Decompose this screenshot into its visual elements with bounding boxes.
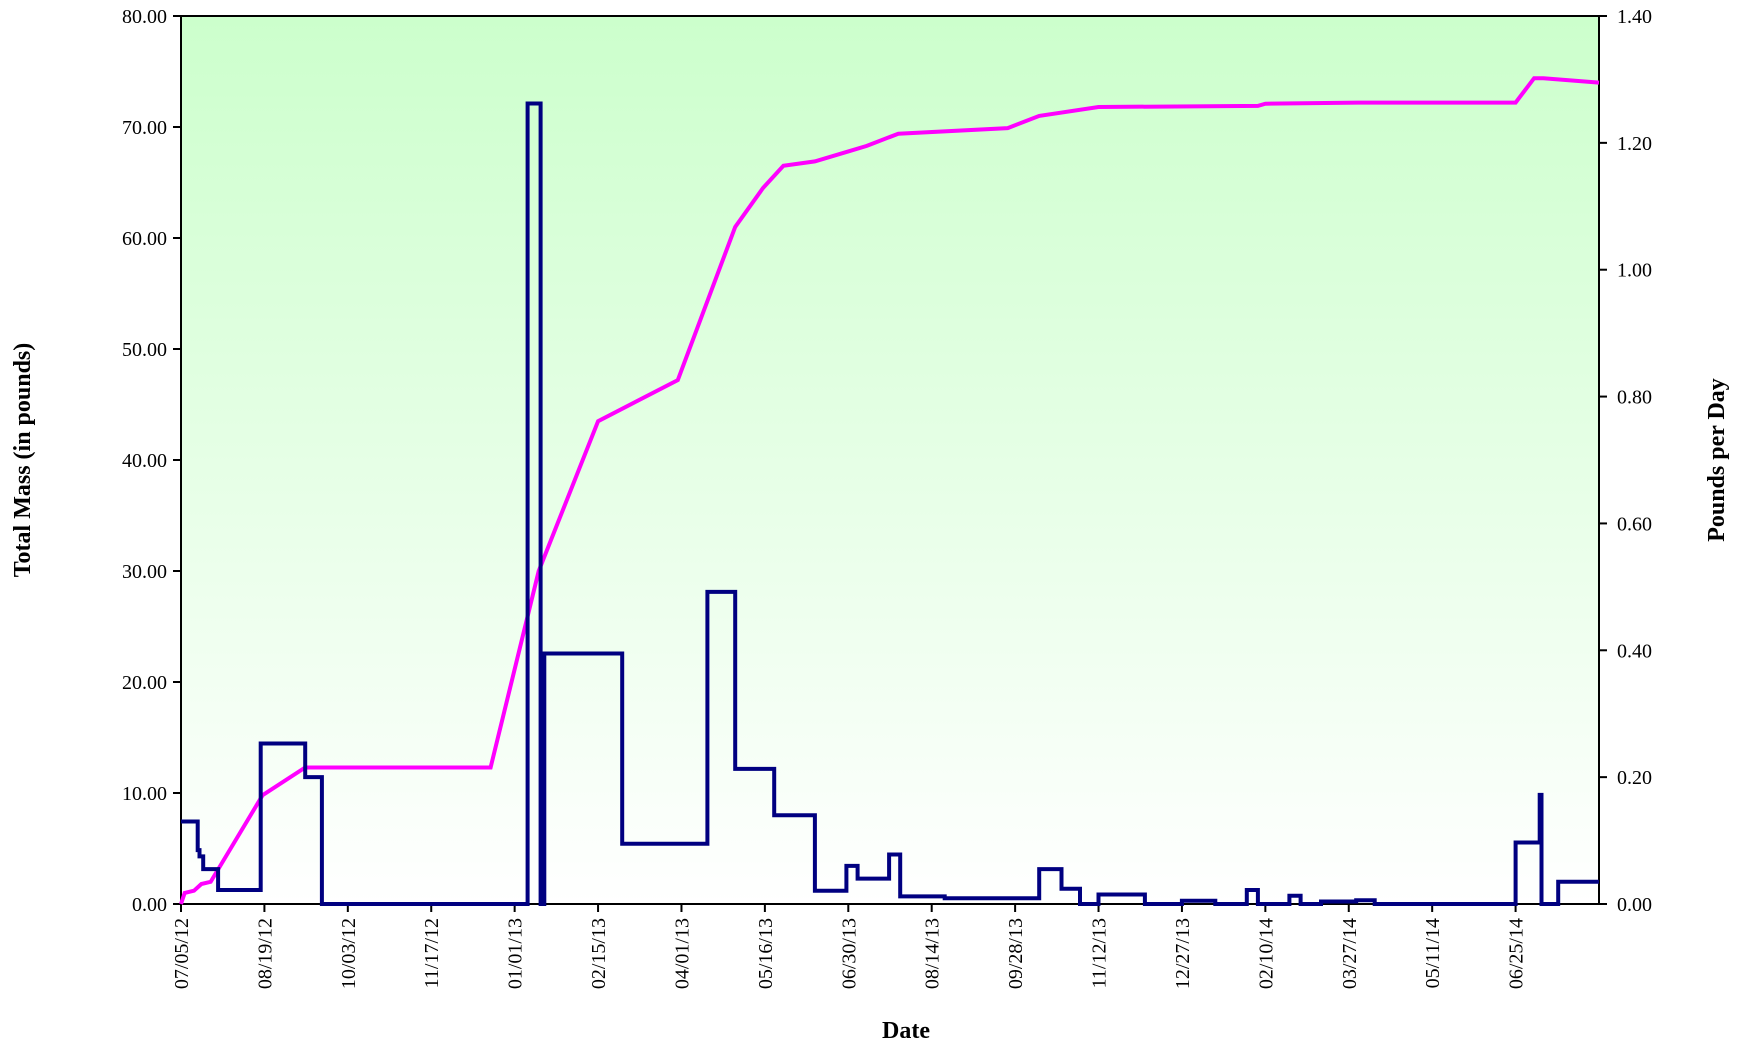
x-tick-label: 11/17/12 <box>421 918 443 988</box>
x-axis-title: Date <box>882 1018 930 1044</box>
left-tick-label: 40.00 <box>122 450 167 472</box>
left-axis-ticks: 0.00 10.00 20.00 30.00 40.00 50.00 60.00 70.00 8… <box>122 6 181 916</box>
left-tick-label: 60.00 <box>122 228 167 250</box>
plot-area <box>180 15 1600 905</box>
left-tick-label: 30.00 <box>122 561 167 583</box>
left-tick-label: 80.00 <box>122 6 167 28</box>
right-axis-ticks: 0.00 0.20 0.40 0.60 0.80 1.00 1.20 1.40 <box>1599 6 1652 916</box>
left-tick-label: 50.00 <box>122 339 167 361</box>
right-tick-label: 0.60 <box>1617 513 1652 535</box>
right-tick-label: 1.20 <box>1617 133 1652 155</box>
right-tick-label: 1.40 <box>1617 6 1652 28</box>
x-tick-label: 02/15/13 <box>588 918 610 989</box>
left-tick-label: 70.00 <box>122 117 167 139</box>
right-axis-title: Pounds per Day <box>1704 378 1730 542</box>
right-tick-label: 0.40 <box>1617 640 1652 662</box>
pounds-per-day-series-line <box>181 101 1599 906</box>
x-tick-label: 06/25/14 <box>1506 918 1528 989</box>
x-tick-label: 07/05/12 <box>171 918 193 989</box>
x-tick-label: 05/16/13 <box>755 918 777 989</box>
left-tick-label: 20.00 <box>122 672 167 694</box>
x-tick-label: 05/11/14 <box>1422 918 1444 988</box>
x-tick-label: 06/30/13 <box>838 918 860 989</box>
x-tick-label: 02/10/14 <box>1255 918 1277 989</box>
right-tick-label: 0.00 <box>1617 894 1652 916</box>
x-tick-label: 03/27/14 <box>1339 918 1361 989</box>
x-tick-label: 09/28/13 <box>1005 918 1027 989</box>
left-tick-label: 0.00 <box>132 894 167 916</box>
right-tick-label: 0.20 <box>1617 767 1652 789</box>
x-axis-ticks: 07/05/12 08/19/12 10/03/12 11/17/12 01/01/13… <box>171 904 1528 989</box>
x-tick-label: 10/03/12 <box>338 918 360 989</box>
x-tick-label: 04/01/13 <box>671 918 693 989</box>
x-tick-label: 12/27/13 <box>1172 918 1194 989</box>
total-mass-series-line <box>179 76 1600 905</box>
x-tick-label: 08/14/13 <box>922 918 944 989</box>
right-tick-label: 1.00 <box>1617 260 1652 282</box>
left-tick-label: 10.00 <box>122 783 167 805</box>
series-layer <box>179 76 1600 906</box>
x-tick-label: 08/19/12 <box>254 918 276 989</box>
right-tick-label: 0.80 <box>1617 387 1652 409</box>
x-tick-label: 11/12/13 <box>1089 918 1111 988</box>
x-tick-label: 01/01/13 <box>505 918 527 989</box>
left-axis-title: Total Mass (in pounds) <box>10 343 36 578</box>
